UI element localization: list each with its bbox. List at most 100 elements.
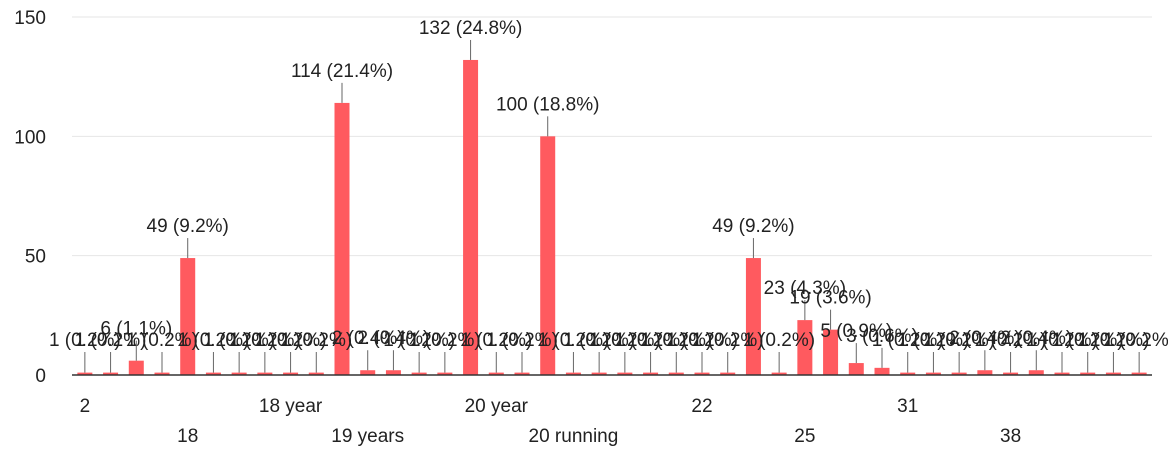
data-label: 1 (0.2%) — [923, 330, 995, 351]
data-label: 1 (0.2%) — [589, 330, 661, 351]
x-tick-label: 31 — [897, 396, 918, 417]
data-label: 1 (0.2%) — [538, 330, 610, 351]
data-label: 5 (0.9%) — [820, 321, 892, 342]
data-label: 1 (0.2%) — [1026, 330, 1098, 351]
y-axis-ticks: 0 50 100 150 — [14, 8, 46, 387]
data-label: 1 (0.2%) — [280, 330, 352, 351]
x-tick-label: 18 year — [259, 396, 323, 417]
data-label: 1 (0.2%) — [975, 330, 1047, 351]
bar — [488, 372, 504, 375]
bar — [385, 370, 401, 375]
data-label: 1 (0.2%) — [615, 330, 687, 351]
x-tick-label: 20 running — [529, 426, 619, 447]
data-label: 2 (0.4%) — [949, 328, 1021, 349]
bar — [360, 370, 376, 375]
data-label: 2 (0.4%) — [332, 328, 404, 349]
data-label: 1 (0.2%) — [203, 330, 275, 351]
data-label: 1 (0.2%) — [640, 330, 712, 351]
data-labels: 1 (0.2%)1 (0.2%)6 (1.1%)1 (0.2%)49 (9.2%… — [49, 18, 1168, 373]
data-label: 1 (0.2%) — [743, 330, 815, 351]
bar — [257, 372, 273, 375]
data-label: 23 (4.3%) — [764, 278, 846, 299]
bar — [334, 102, 350, 376]
data-label: 1 (0.2%) — [49, 330, 121, 351]
bar — [411, 372, 427, 375]
bar — [951, 372, 967, 375]
bar — [617, 372, 633, 375]
data-label: 100 (18.8%) — [496, 94, 600, 115]
x-axis-ticks: 2 18 year 20 year 22 31 18 19 years 20 running 2… — [80, 396, 1022, 447]
data-label: 1 (0.2%) — [460, 330, 532, 351]
x-tick-label: 18 — [177, 426, 198, 447]
x-tick-label: 20 year — [465, 396, 529, 417]
data-label: 6 (1.1%) — [100, 319, 172, 340]
bar — [231, 372, 247, 375]
bar — [437, 372, 453, 375]
data-label: 1 (0.2%) — [383, 330, 455, 351]
bar — [180, 258, 196, 375]
bar — [103, 372, 119, 375]
bar — [565, 372, 581, 375]
bar — [1003, 372, 1019, 375]
bar — [540, 136, 556, 375]
x-tick-label: 2 — [80, 396, 91, 417]
x-tick-label: 25 — [794, 426, 815, 447]
bar — [771, 372, 787, 375]
data-label: 1 (0.2%) — [409, 330, 481, 351]
bar — [77, 372, 93, 375]
x-tick-label: 19 years — [331, 426, 404, 447]
data-label: 1 (0.2%) — [563, 330, 635, 351]
bar — [720, 372, 736, 375]
data-label: 1 (0.2%) — [229, 330, 301, 351]
data-label: 1 (0.2%) — [1078, 330, 1150, 351]
bar — [591, 372, 607, 375]
bar — [283, 372, 299, 375]
data-label: 49 (9.2%) — [712, 216, 794, 237]
bar — [694, 372, 710, 375]
bar — [745, 258, 761, 375]
bar — [848, 363, 864, 375]
data-label: 1 (0.2%) — [872, 330, 944, 351]
bar — [823, 329, 839, 375]
y-tick-label: 0 — [35, 366, 46, 387]
bar — [925, 372, 941, 375]
bar — [900, 372, 916, 375]
gridlines — [72, 16, 1152, 257]
data-label: 2 (0.4%) — [358, 328, 430, 349]
y-tick-label: 100 — [14, 127, 46, 148]
data-label: 2 (0.4%) — [1000, 328, 1072, 349]
bar — [874, 367, 890, 375]
bar — [1131, 372, 1147, 375]
data-label: 1 (0.2%) — [255, 330, 327, 351]
bar — [797, 320, 813, 375]
bar — [1028, 370, 1044, 375]
bar — [308, 372, 324, 375]
data-label: 3 (0.6%) — [846, 326, 918, 347]
data-label: 1 (0.2%) — [692, 330, 764, 351]
data-label: 1 (0.2%) — [898, 330, 970, 351]
y-tick-label: 50 — [25, 247, 46, 268]
bar — [154, 372, 170, 375]
data-label: 49 (9.2%) — [147, 216, 229, 237]
bar — [463, 59, 479, 376]
bar — [643, 372, 659, 375]
bars — [77, 59, 1147, 376]
data-label: 1 (0.2%) — [75, 330, 147, 351]
bar — [977, 370, 993, 375]
data-label: 1 (0.2%) — [1052, 330, 1124, 351]
data-label: 114 (21.4%) — [291, 61, 393, 82]
data-label: 1 (0.2%) — [126, 330, 198, 351]
data-label: 1 (0.2%) — [486, 330, 558, 351]
data-label: 1 (0.2%) — [1103, 330, 1168, 351]
bar — [128, 360, 144, 375]
data-label: 19 (3.6%) — [789, 288, 871, 309]
x-tick-label: 38 — [1000, 426, 1021, 447]
x-tick-label: 22 — [691, 396, 712, 417]
data-label: 132 (24.8%) — [419, 18, 523, 39]
data-label: 1 (0.2%) — [178, 330, 250, 351]
bar — [668, 372, 684, 375]
bar — [1105, 372, 1121, 375]
bar — [514, 372, 530, 375]
data-label: 1 (0.2%) — [666, 330, 738, 351]
